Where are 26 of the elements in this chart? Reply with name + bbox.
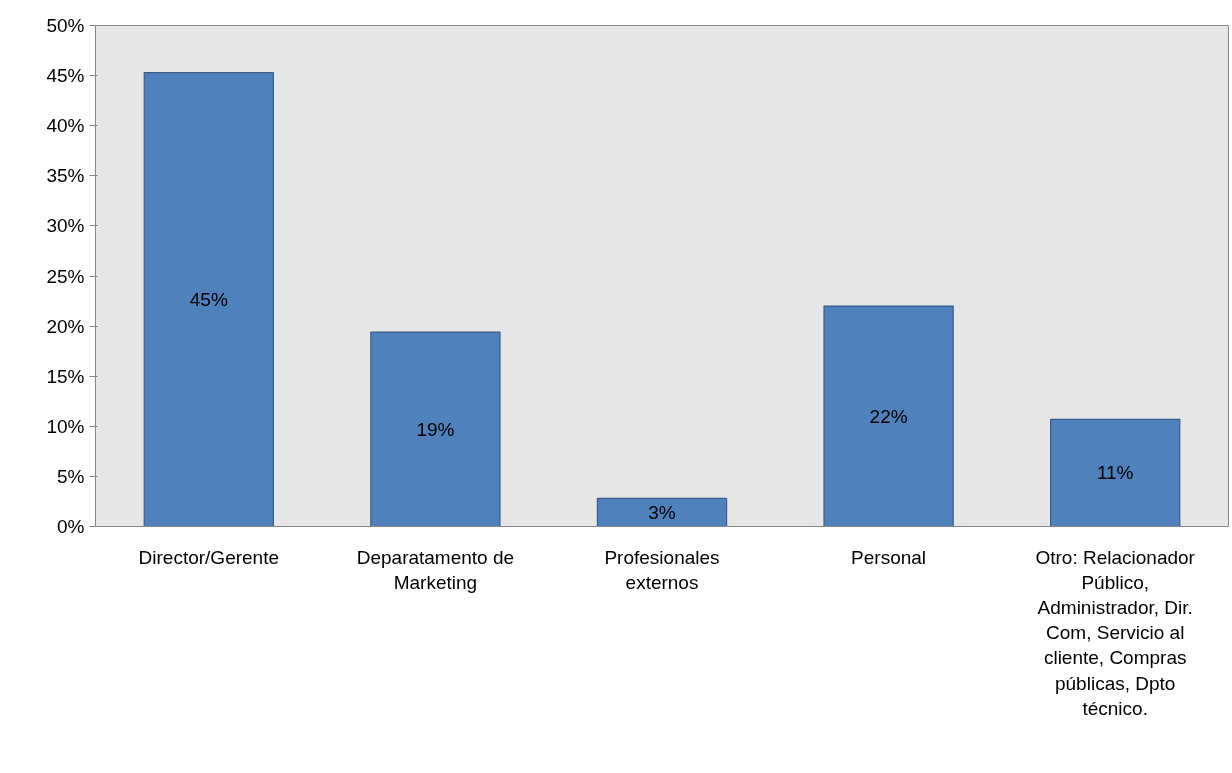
x-tick-label: Personal: [851, 546, 927, 568]
data-label: 3%: [648, 501, 676, 523]
data-label: 19%: [416, 418, 455, 440]
y-tick-label: 25%: [46, 265, 85, 287]
y-tick-label: 0%: [57, 516, 85, 537]
bar: [1050, 418, 1181, 527]
x-tick-label: Otro: Relacionador Público, Administrador, Dir. Com, Servicio al cliente, Compras públicas, Dpto técnico.: [1035, 546, 1196, 719]
x-tick-label: Profesionales externos: [604, 546, 720, 593]
data-label: 22%: [869, 405, 908, 427]
y-tick-label: 20%: [46, 315, 85, 337]
y-tick-label: 10%: [46, 415, 85, 437]
y-tick-label: 45%: [46, 65, 85, 87]
y-tick-label: 50%: [46, 15, 85, 36]
x-tick-label: Director/Gerente: [138, 546, 280, 568]
y-tick-label: 30%: [46, 215, 85, 237]
y-tick-label: 35%: [46, 165, 85, 187]
bar: [596, 497, 728, 527]
bar: [823, 305, 954, 527]
y-tick-label: 5%: [57, 465, 85, 487]
y-tick-label: 15%: [46, 365, 85, 387]
data-label: 45%: [189, 289, 228, 311]
data-label: 11%: [1096, 462, 1134, 484]
y-tick-label: 40%: [46, 115, 85, 137]
bar: [143, 71, 274, 527]
bar: [370, 331, 501, 527]
x-tick-label: Deparatamento de Marketing: [356, 546, 515, 593]
